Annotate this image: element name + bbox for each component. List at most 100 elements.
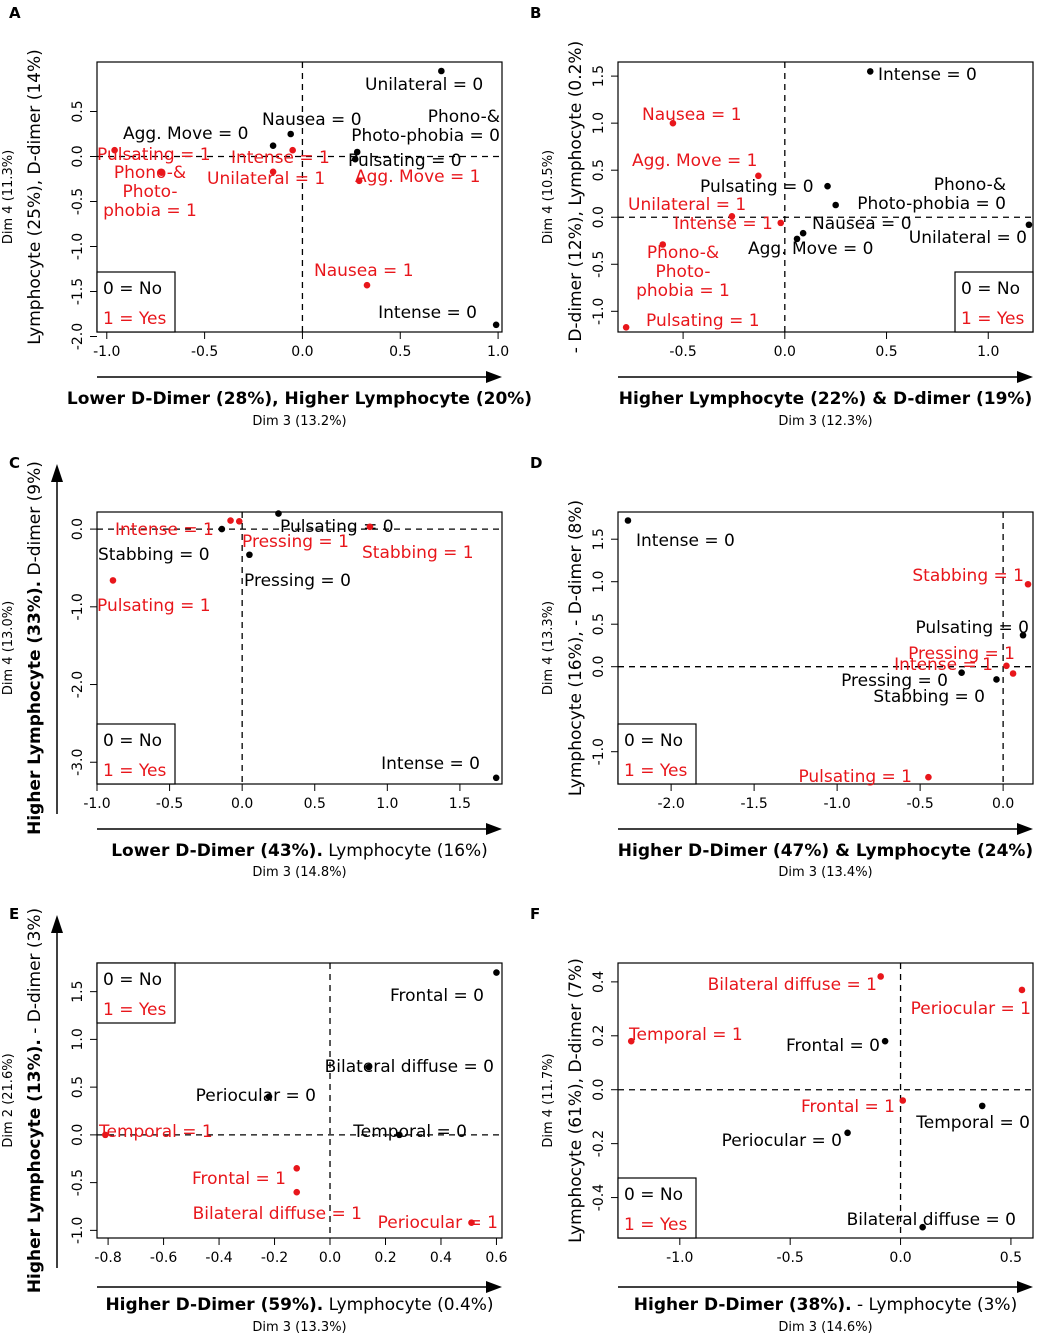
point-yes <box>1003 662 1010 670</box>
panel-letter: E <box>9 905 19 923</box>
point-label: Phono-& Photo-phobia = 1 <box>636 243 730 301</box>
x-dim-label: Dim 3 (14.8%) <box>252 865 346 880</box>
point-label: Intense = 0 <box>381 754 480 774</box>
point-label: Intense = 1 <box>894 655 993 675</box>
point-label: Intense = 0 <box>636 531 735 551</box>
point-label: Pressing = 0 <box>841 671 948 691</box>
x-tick-label: -1.0 <box>83 796 110 812</box>
legend: 0 = No 1 = Yes <box>617 1177 697 1239</box>
point-label-line: Photo-phobia = 0 <box>857 194 1006 214</box>
legend-yes: 1 = Yes <box>624 761 687 781</box>
point-label: Frontal = 1 <box>192 1169 286 1189</box>
x-axis-title-rest: Lymphocyte (0.4%) <box>323 1295 493 1315</box>
y-tick-label: -1.0 <box>591 298 607 325</box>
legend-yes: 1 = Yes <box>103 1000 166 1020</box>
y-axis-title: Lymphocyte (25%), D-dimer (14%) <box>25 49 45 345</box>
point-yes <box>468 1219 475 1227</box>
panel-b: B -0.5 0.0 0.5 1.0 -1.0 -0.5 0.0 0.5 1.0 1.5 Higher… <box>530 4 1034 429</box>
point-yes <box>109 577 117 584</box>
y-tick-label: -0.5 <box>70 188 86 215</box>
y-tick-label: -1.0 <box>70 593 86 620</box>
point-label-line: Phono-& <box>114 163 186 183</box>
point-yes <box>355 177 363 185</box>
y-tick-label: 1.5 <box>70 981 86 1003</box>
y-tick-label: -0.5 <box>591 251 607 278</box>
x-dim-label: Dim 3 (14.6%) <box>778 1320 872 1335</box>
x-tick-label: -0.5 <box>777 1250 804 1266</box>
y-tick-label: 0.2 <box>591 1025 607 1047</box>
x-dim-label: Dim 3 (13.4%) <box>778 865 872 880</box>
point-no <box>958 669 965 676</box>
point-no <box>246 551 253 559</box>
point-label: Bilateral diffuse = 1 <box>708 975 877 995</box>
x-tick-label: 0.0 <box>992 796 1014 812</box>
point-label: Agg. Move = 0 <box>748 239 873 259</box>
x-tick-label: -2.0 <box>657 796 684 812</box>
point-yes <box>627 1037 635 1045</box>
y-axis-title: Lymphocyte (61%), D-dimer (7%) <box>566 958 586 1243</box>
x-tick-label: 1.0 <box>977 344 999 360</box>
point-yes <box>227 517 234 524</box>
plot-frame <box>96 962 503 1239</box>
point-label-line: Phono-& <box>428 107 500 127</box>
point-yes <box>1009 670 1017 677</box>
y-dim-label: Dim 4 (11.3%) <box>1 150 16 244</box>
point-label: Unilateral = 0 <box>909 228 1027 248</box>
legend-no: 0 = No <box>961 279 1020 299</box>
point-label: Stabbing = 1 <box>362 543 474 563</box>
point-label: Frontal = 0 <box>390 986 484 1006</box>
y-tick-label: -0.5 <box>70 1169 86 1196</box>
x-tick-label: -0.5 <box>906 796 933 812</box>
point-label: Pressing = 1 <box>908 644 1015 664</box>
point-yes <box>269 168 277 176</box>
x-axis-arrowhead <box>486 823 502 835</box>
x-axis-arrowhead <box>486 371 502 383</box>
point-label: Agg. Move = 1 <box>632 151 757 171</box>
point-no <box>978 1102 986 1110</box>
y-tick-label: -0.4 <box>591 1184 607 1211</box>
legend-no: 0 = No <box>103 731 162 751</box>
y-tick-label: 0.5 <box>591 613 607 635</box>
x-axis-title-bold: Higher Lymphocyte (22%) & D-dimer (19%) <box>619 389 1032 409</box>
x-axis-title: Higher D-Dimer (59%). Lymphocyte (0.4%) <box>105 1295 493 1315</box>
legend: 0 = No 1 = Yes <box>96 271 176 333</box>
y-axis-title-rest: - D-dimer (3%) <box>25 908 45 1039</box>
y-tick-label: 0.0 <box>591 1079 607 1101</box>
panel-e: E -0.8 -0.6 -0.4 -0.2 0.0 0.2 0.4 0.6 -1.0 -0.5 0.0… <box>1 905 508 1335</box>
point-label-line: phobia = 1 <box>636 281 730 301</box>
point-label: Agg. Move = 1 <box>355 167 480 187</box>
y-tick-label: -2.0 <box>70 323 86 350</box>
legend-box <box>954 271 1034 333</box>
y-dim-label: Dim 4 (10.5%) <box>541 150 556 244</box>
y-tick-label: -0.2 <box>591 1130 607 1157</box>
point-no <box>493 969 500 976</box>
point-label: Pressing = 1 <box>242 532 349 552</box>
point-no <box>438 67 445 75</box>
x-tick-label: 0.5 <box>1000 1250 1022 1266</box>
x-tick-label: -0.5 <box>191 344 218 360</box>
y-axis-title-bold: Higher Lymphocyte (13%). <box>25 1039 45 1293</box>
point-no <box>832 201 839 209</box>
y-tick-label: 1.5 <box>591 528 607 550</box>
x-axis-title-bold: Lower D-Dimer (28%), Higher Lymphocyte (… <box>67 389 532 409</box>
point-no <box>1019 631 1027 639</box>
y-tick-label: 0.0 <box>70 145 86 167</box>
point-label: Pulsating = 1 <box>97 145 211 165</box>
y-tick-label: 0.5 <box>70 1076 86 1098</box>
y-tick-label: -1.0 <box>70 233 86 260</box>
x-tick-label: 0.6 <box>485 1250 507 1266</box>
point-label: Phono-& Photo-phobia = 0 <box>857 175 1006 214</box>
y-tick-label: 1.0 <box>591 112 607 134</box>
plot-frame <box>96 61 503 333</box>
x-tick-label: 0.0 <box>319 1250 341 1266</box>
point-yes <box>102 1131 109 1139</box>
x-axis-title: Higher D-Dimer (47%) & Lymphocyte (24%) <box>618 841 1033 861</box>
point-no <box>824 182 831 190</box>
y-tick-label: 1.0 <box>70 1028 86 1050</box>
point-yes <box>669 119 677 127</box>
plot-frame <box>96 511 503 785</box>
panel-f: F -1.0 -0.5 0.0 0.5 -0.4 -0.2 0.0 0.2 0.4 Higher D… <box>530 905 1034 1335</box>
y-tick-label: 0.0 <box>70 1124 86 1146</box>
point-label: Pulsating = 0 <box>348 151 462 171</box>
